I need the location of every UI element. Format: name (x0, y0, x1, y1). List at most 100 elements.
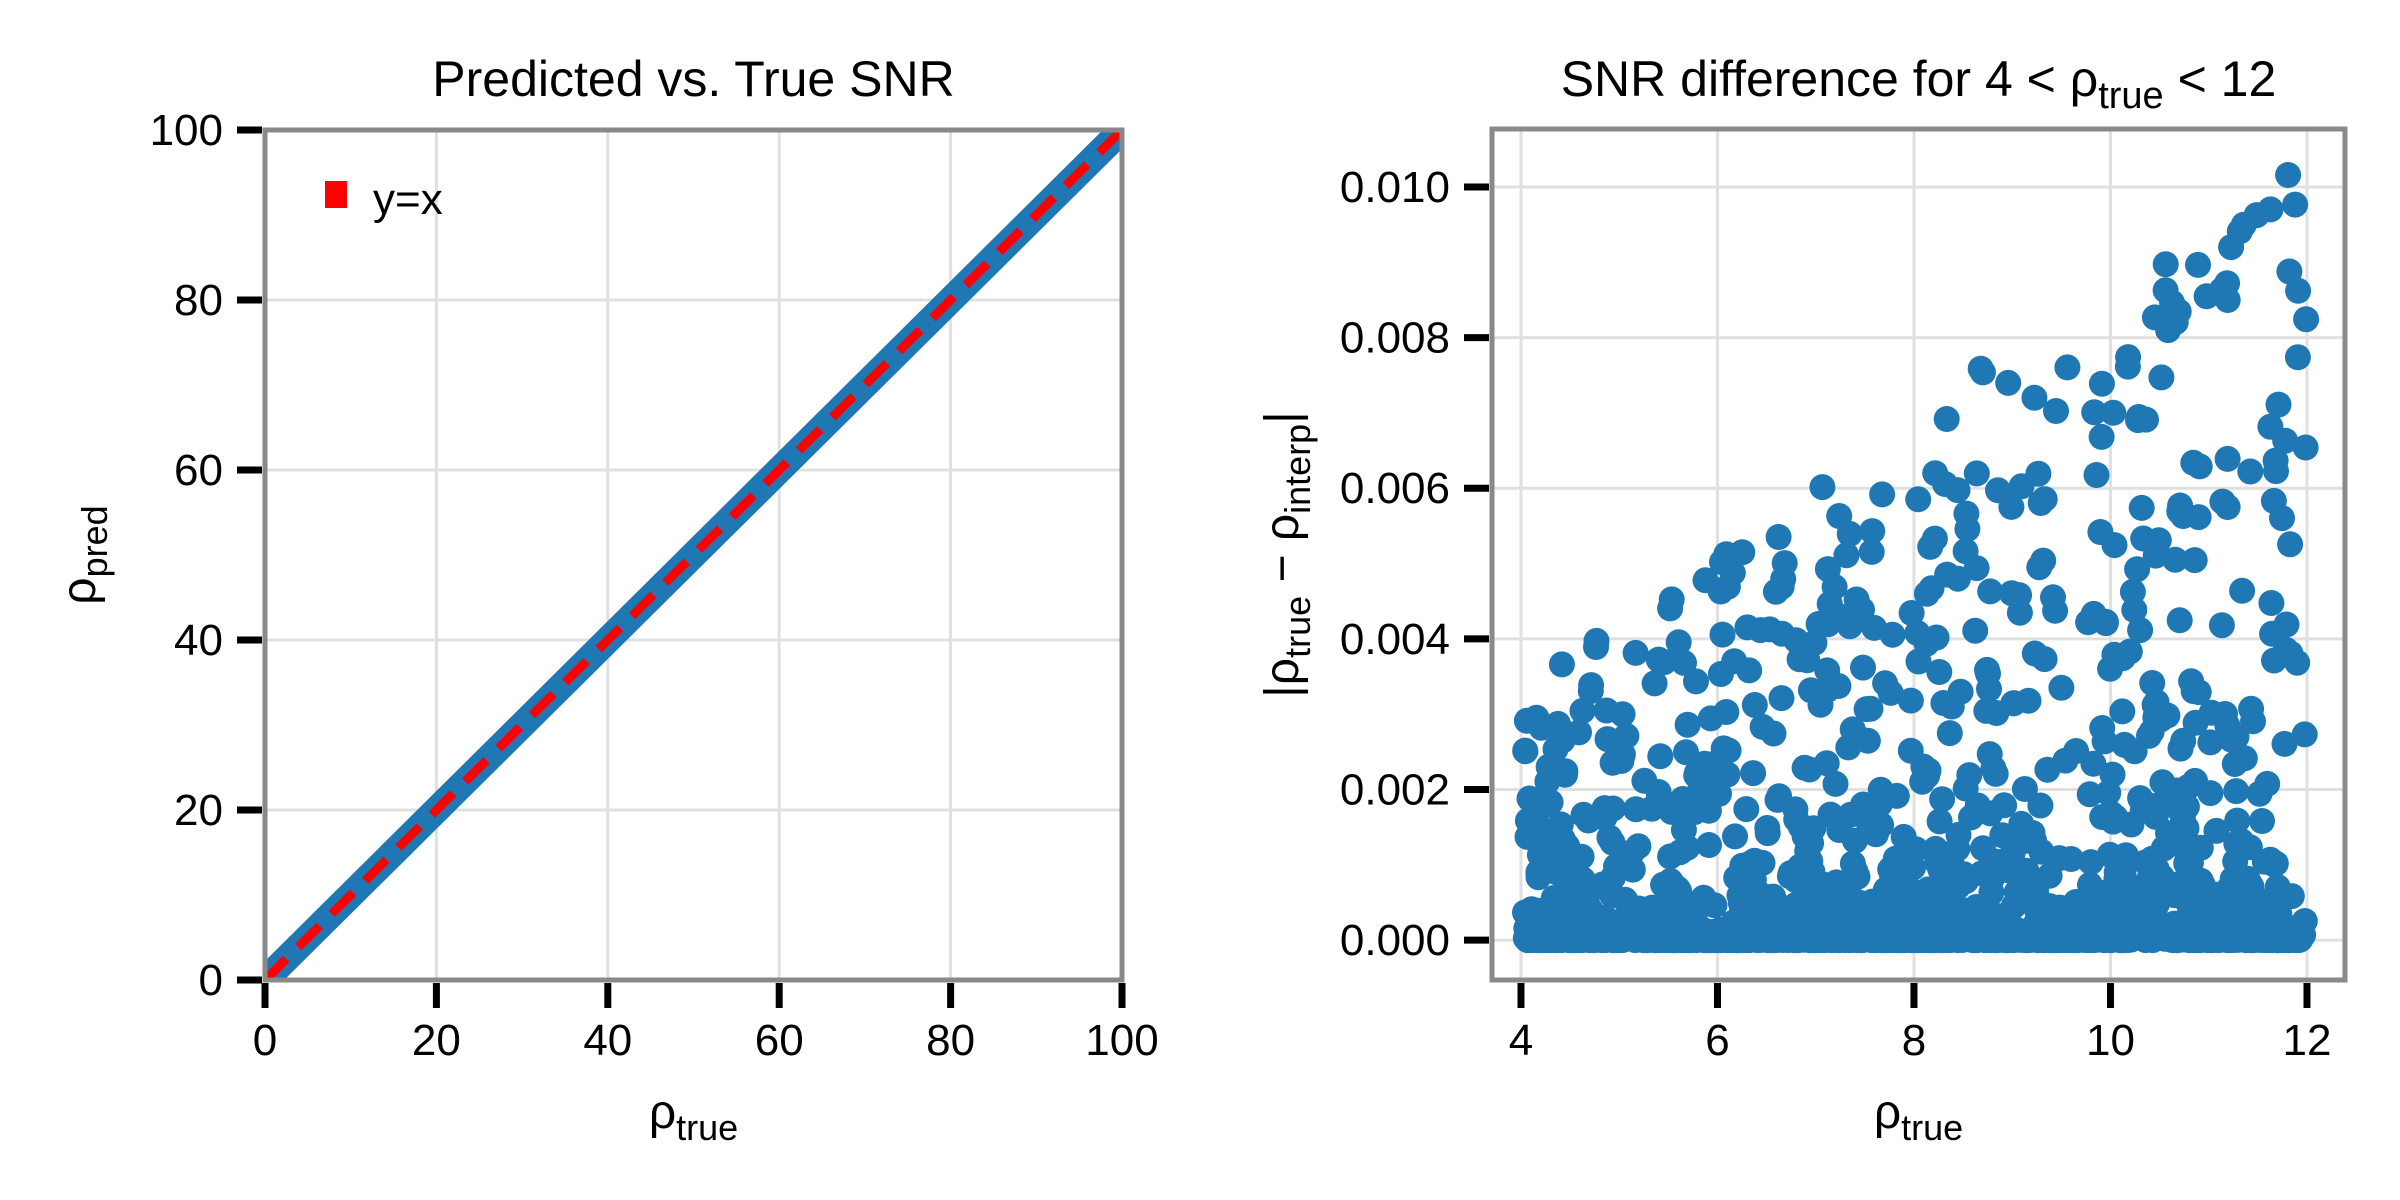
snr-difference-points (1671, 649, 1697, 676)
snr-difference-points (1622, 796, 1649, 823)
snr-difference-points (1962, 617, 1989, 644)
x-tick-label: 12 (2283, 1016, 2332, 1065)
snr-difference-points (2269, 505, 2295, 532)
snr-difference-points (1667, 839, 1693, 866)
snr-difference-points (1967, 900, 1994, 927)
snr-difference-points (1634, 927, 1661, 954)
y-axis-label: ρpred (53, 505, 115, 604)
snr-difference-points (1714, 573, 1741, 600)
y-tick-label: 80 (174, 276, 223, 325)
x-tick-label: 60 (755, 1016, 804, 1065)
snr-difference-points (1603, 853, 1630, 880)
snr-difference-points (2139, 670, 2166, 696)
y-axis-label-segment: |ρ (1256, 658, 1309, 698)
snr-difference-points (1701, 892, 1728, 919)
snr-difference-points (2076, 781, 2103, 808)
y-tick-label: 20 (174, 786, 223, 835)
snr-difference-points (1769, 620, 1795, 647)
snr-difference-points (1523, 704, 1550, 731)
snr-difference-points (1915, 757, 1942, 784)
snr-difference-points (1691, 750, 1718, 777)
snr-difference-points (2142, 704, 2169, 731)
snr-difference-points (2281, 925, 2308, 952)
snr-difference-points (2139, 845, 2166, 872)
snr-difference-points (2040, 584, 2066, 611)
snr-difference-points (1905, 486, 1932, 513)
snr-difference-points (2261, 647, 2287, 674)
snr-difference-points (1740, 760, 1767, 787)
snr-difference-points (2187, 927, 2214, 954)
x-axis-label: ρtrue (649, 1086, 738, 1148)
snr-difference-points (2148, 364, 2175, 391)
snr-difference-points (2214, 445, 2241, 472)
snr-difference-points (2096, 841, 2123, 868)
snr-difference-points (1791, 754, 1818, 781)
snr-difference-points (1825, 673, 1852, 699)
snr-difference-points (1913, 580, 1940, 607)
snr-difference-points (1890, 823, 1917, 850)
snr-difference-points (2223, 778, 2250, 805)
snr-difference-points (2293, 306, 2320, 333)
snr-difference-points (2109, 698, 2136, 725)
snr-difference-points (2221, 751, 2248, 777)
snr-difference-points (2262, 447, 2289, 474)
snr-difference-points (2226, 218, 2253, 245)
x-tick-label: 4 (1509, 1016, 1533, 1065)
x-axis-label-segment: ρ (1874, 1086, 1901, 1139)
snr-difference-points (1768, 924, 1795, 951)
snr-difference-points (1631, 767, 1658, 794)
snr-difference-points (2223, 830, 2250, 857)
x-tick-label: 10 (2086, 1016, 2135, 1065)
plot-title-segment: < 12 (2164, 51, 2277, 107)
right-plot-snr-difference: 4 6 8 10 12 0.000 0.002 0.004 0.006 0.008 0.010 SNR… (1256, 51, 2348, 1148)
y-axis-label: |ρtrue − ρinterp| (1256, 411, 1318, 697)
data-layer (265, 130, 1122, 980)
plot-title-segment: Predicted vs. True SNR (432, 51, 954, 107)
snr-difference-points (2186, 453, 2213, 480)
snr-difference-points (1593, 697, 1620, 724)
snr-difference-points (1670, 816, 1697, 843)
snr-difference-points (1608, 747, 1635, 774)
snr-difference-points (2090, 926, 2117, 953)
snr-difference-points (2229, 577, 2256, 604)
x-tick-label: 20 (412, 1016, 461, 1065)
snr-difference-points (1814, 556, 1841, 583)
snr-difference-points (1661, 874, 1688, 901)
snr-difference-points (1833, 542, 1860, 569)
y-tick-label: 60 (174, 446, 223, 495)
snr-difference-points (1706, 780, 1732, 807)
snr-difference-points (1713, 699, 1740, 725)
y-axis-label-segment: true (1277, 596, 1318, 658)
snr-difference-points (1822, 770, 1849, 797)
snr-difference-points (1926, 808, 1953, 835)
snr-difference-points (1548, 651, 1575, 678)
snr-difference-points (1897, 687, 1924, 714)
y-tick-label: 0.004 (1340, 615, 1450, 664)
snr-difference-points (2197, 780, 2224, 807)
snr-difference-points (2240, 926, 2267, 953)
snr-difference-points (2007, 887, 2033, 913)
snr-difference-points (1926, 659, 1953, 685)
snr-difference-points (2088, 370, 2115, 397)
snr-difference-points (2170, 503, 2197, 529)
y-tick-label: 0.000 (1340, 916, 1450, 965)
snr-difference-points (1959, 927, 1986, 954)
snr-difference-points (2271, 730, 2298, 757)
snr-difference-points (2011, 776, 2038, 802)
snr-difference-points (1952, 775, 1979, 802)
snr-difference-points (2052, 747, 2079, 774)
snr-difference-points (1549, 927, 1576, 953)
snr-difference-points (1995, 369, 2022, 396)
snr-difference-points (1696, 832, 1722, 858)
snr-difference-points (2181, 547, 2208, 574)
snr-difference-points (2040, 913, 2067, 940)
snr-difference-points (2162, 546, 2189, 573)
snr-difference-points (2237, 458, 2264, 485)
snr-difference-points (1674, 711, 1701, 738)
snr-difference-points (2208, 612, 2235, 639)
snr-difference-points (2031, 486, 2058, 513)
snr-difference-points (1685, 780, 1712, 807)
snr-difference-points (1583, 634, 1609, 660)
snr-difference-points (2277, 531, 2304, 558)
